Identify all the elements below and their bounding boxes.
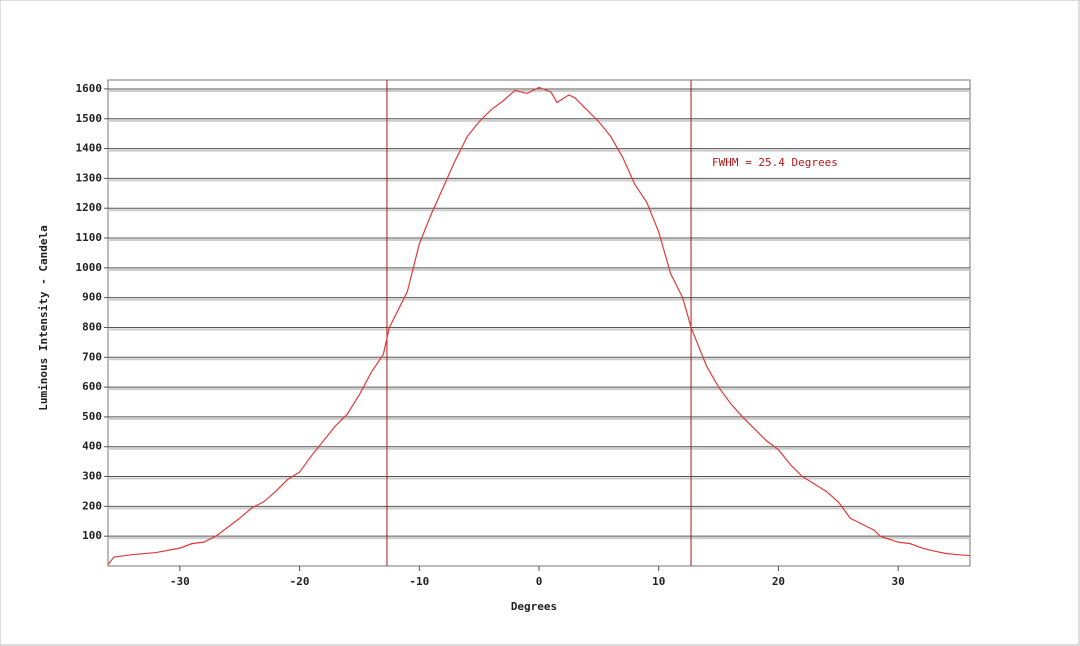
y-tick-label: 500 bbox=[82, 410, 102, 423]
y-axis-label: Luminous Intensity - Candela bbox=[37, 225, 50, 410]
x-axis-label: Degrees bbox=[511, 600, 557, 613]
y-tick-label: 700 bbox=[82, 350, 102, 363]
y-tick-label: 600 bbox=[82, 380, 102, 393]
y-tick-label: 900 bbox=[82, 291, 102, 304]
x-tick-label: -10 bbox=[409, 575, 429, 588]
y-tick-label: 1400 bbox=[76, 142, 103, 155]
annotation: FWHM = 25.4 Degrees bbox=[712, 156, 838, 169]
y-tick-label: 400 bbox=[82, 440, 102, 453]
y-tick-label: 100 bbox=[82, 529, 102, 542]
y-tick-label: 200 bbox=[82, 499, 102, 512]
x-tick-label: 0 bbox=[536, 575, 543, 588]
x-tick-label: -30 bbox=[170, 575, 190, 588]
y-tick-label: 1500 bbox=[76, 112, 103, 125]
y-tick-label: 1600 bbox=[76, 82, 103, 95]
y-tick-label: 300 bbox=[82, 470, 102, 483]
y-tick-label: 800 bbox=[82, 320, 102, 333]
x-tick-label: 20 bbox=[772, 575, 785, 588]
x-tick-label: 10 bbox=[652, 575, 665, 588]
series-line bbox=[107, 86, 971, 565]
y-tick-label: 1300 bbox=[76, 171, 103, 184]
x-tick-label: 30 bbox=[892, 575, 905, 588]
y-tick-label: 1000 bbox=[76, 261, 103, 274]
x-tick-label: -20 bbox=[290, 575, 310, 588]
y-tick-label: 1100 bbox=[76, 231, 103, 244]
y-tick-label: 1200 bbox=[76, 201, 103, 214]
